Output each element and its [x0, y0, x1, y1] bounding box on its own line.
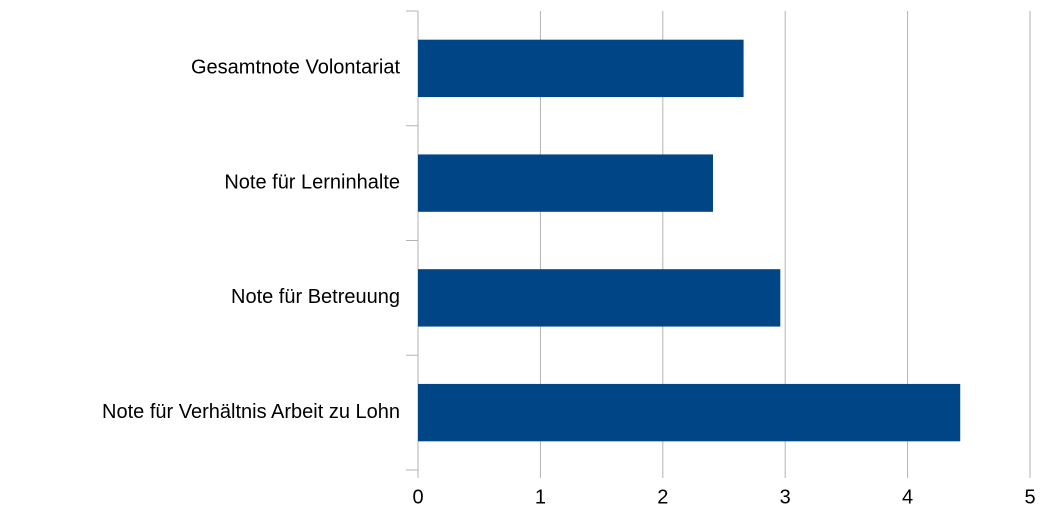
x-tick-label: 0 [412, 486, 423, 508]
bar [418, 39, 744, 98]
x-tick-label: 5 [1024, 486, 1035, 508]
bar [418, 269, 781, 327]
y-tick-label: Note für Lerninhalte [224, 171, 400, 193]
y-tick-label: Note für Betreuung [231, 286, 400, 308]
y-tick-label: Gesamtnote Volontariat [191, 57, 400, 79]
x-tick-label: 3 [780, 486, 791, 508]
bar [418, 383, 961, 442]
x-tick-label: 4 [902, 486, 913, 508]
x-tick-label: 1 [535, 486, 546, 508]
x-tick-label: 2 [657, 486, 668, 508]
bar [418, 154, 713, 212]
y-tick-label: Note für Verhältnis Arbeit zu Lohn [102, 401, 400, 423]
